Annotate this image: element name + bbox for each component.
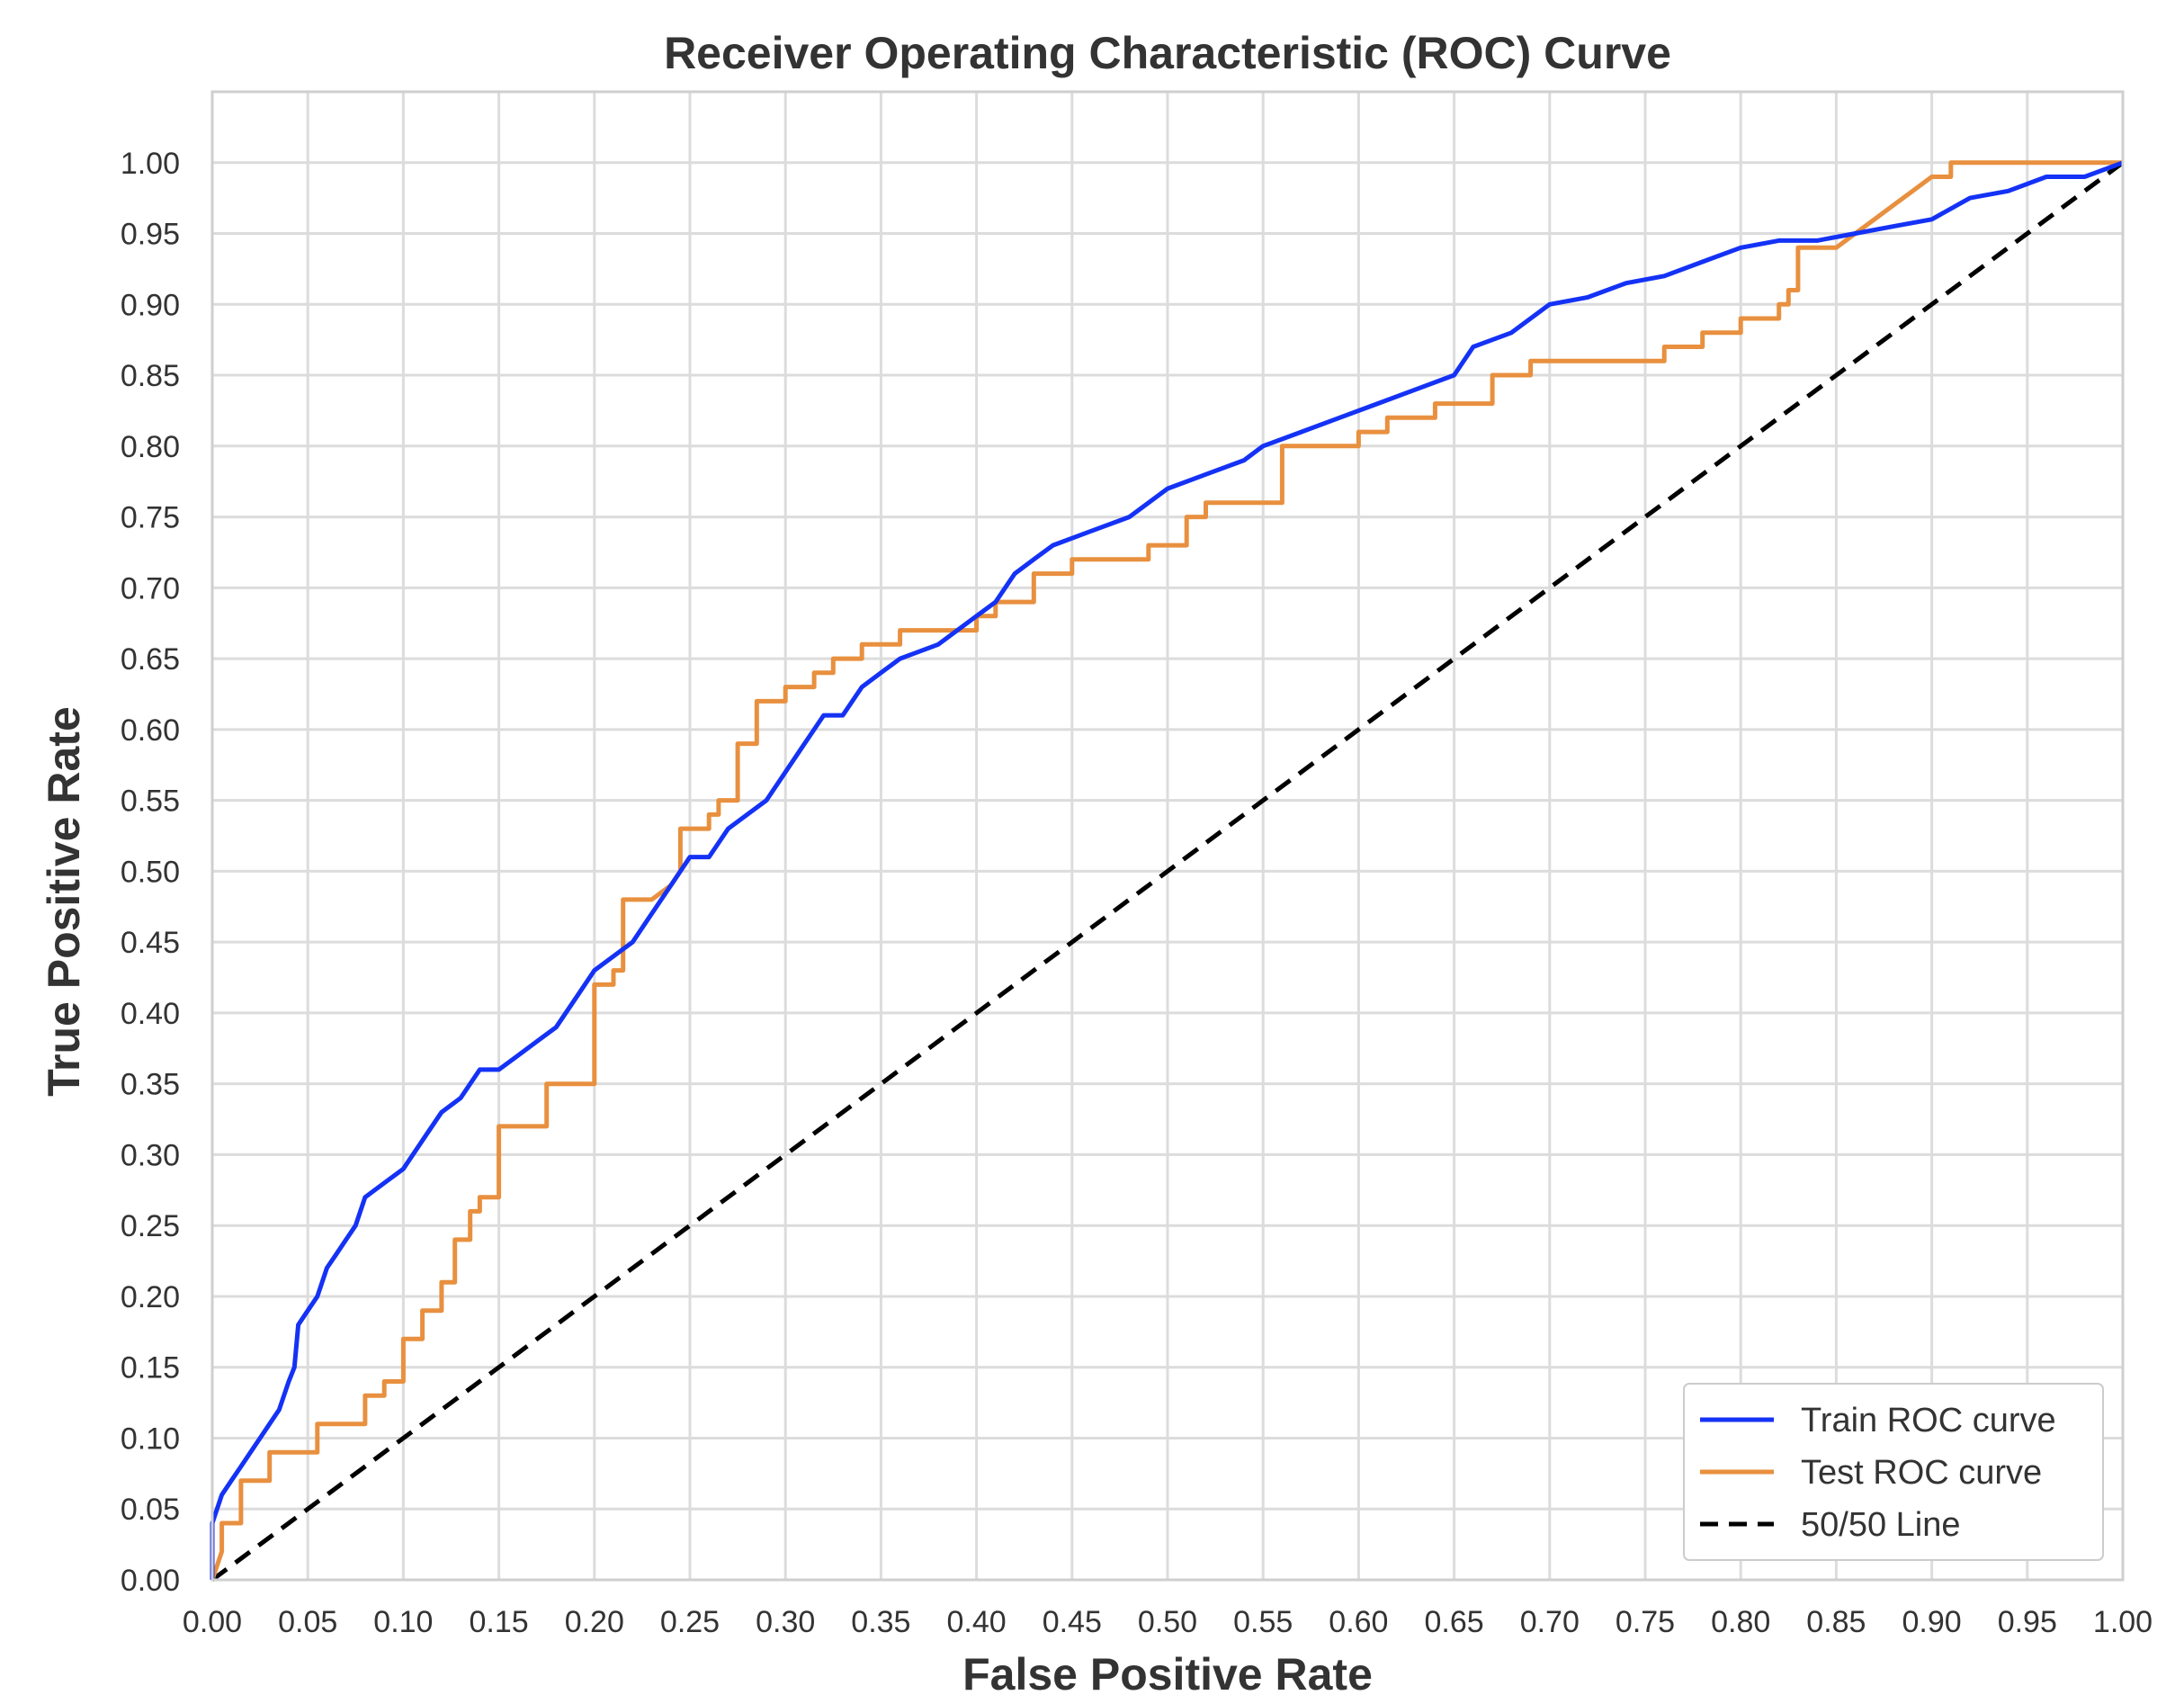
series-line-50-50-line: [210, 160, 2125, 1583]
y-tick-label: 0.00: [121, 1564, 180, 1598]
y-axis-tick-labels: 0.00 0.05 0.10 0.15 0.20 0.25 0.30 0.35 0.40 0.45…: [121, 147, 180, 1598]
plot-frame: [210, 90, 2125, 1582]
legend: Train ROC curve Test ROC curve 50/50 Line: [1683, 1383, 2104, 1561]
x-tick-label: 0.40: [947, 1605, 1007, 1639]
x-axis-label: False Positive Rate: [962, 1649, 1373, 1700]
y-tick-label: 0.85: [121, 359, 180, 393]
y-tick-label: 0.60: [121, 713, 180, 748]
legend-label: Train ROC curve: [1801, 1402, 2056, 1439]
y-tick-label: 0.50: [121, 855, 180, 889]
plot-area: [210, 90, 2125, 1583]
y-tick-label: 0.55: [121, 785, 180, 819]
x-tick-label: 0.50: [1138, 1605, 1197, 1639]
x-tick-label: 0.65: [1425, 1605, 1484, 1639]
chart-title: Receiver Operating Characteristic (ROC) …: [664, 28, 1671, 78]
gridlines: [210, 92, 2125, 1582]
y-tick-label: 0.05: [121, 1493, 180, 1527]
x-tick-label: 0.25: [660, 1605, 720, 1639]
y-tick-label: 0.45: [121, 926, 180, 960]
x-tick-label: 0.15: [470, 1605, 529, 1639]
legend-label: Test ROC curve: [1801, 1454, 2042, 1492]
x-tick-label: 0.70: [1520, 1605, 1580, 1639]
y-tick-label: 0.25: [121, 1209, 180, 1243]
legend-box: [1683, 1383, 2104, 1561]
x-tick-label: 0.45: [1043, 1605, 1102, 1639]
y-tick-label: 0.15: [121, 1351, 180, 1386]
x-tick-label: 0.35: [851, 1605, 910, 1639]
x-tick-label: 0.55: [1233, 1605, 1293, 1639]
y-tick-label: 0.35: [121, 1068, 180, 1102]
y-tick-label: 0.30: [121, 1138, 180, 1172]
x-tick-label: 1.00: [2093, 1605, 2153, 1639]
x-tick-label: 0.60: [1329, 1605, 1388, 1639]
y-axis-label: True Positive Rate: [39, 706, 89, 1097]
y-tick-label: 0.80: [121, 430, 180, 464]
y-tick-label: 0.40: [121, 997, 180, 1031]
x-tick-label: 0.75: [1616, 1605, 1675, 1639]
x-tick-label: 0.20: [565, 1605, 624, 1639]
y-tick-label: 0.95: [121, 218, 180, 252]
y-tick-label: 0.10: [121, 1421, 180, 1456]
y-tick-label: 0.90: [121, 288, 180, 322]
series-line-train-roc-curve: [210, 160, 2124, 1580]
series-line-test-roc-curve: [210, 160, 2123, 1581]
x-tick-label: 0.10: [373, 1605, 433, 1639]
x-tick-label: 0.00: [183, 1605, 242, 1639]
y-tick-label: 0.20: [121, 1280, 180, 1314]
x-axis-tick-labels: 0.00 0.05 0.10 0.15 0.20 0.25 0.30 0.35 0.40 0.45…: [183, 1605, 2153, 1639]
series-layer: [210, 160, 2125, 1583]
x-tick-label: 0.80: [1711, 1605, 1770, 1639]
legend-label: 50/50 Line: [1801, 1506, 1961, 1544]
y-tick-label: 1.00: [121, 147, 180, 181]
y-tick-label: 0.75: [121, 501, 180, 535]
x-tick-label: 0.90: [1902, 1605, 1962, 1639]
y-tick-label: 0.70: [121, 571, 180, 605]
y-tick-label: 0.65: [121, 642, 180, 677]
x-tick-label: 0.95: [1998, 1605, 2057, 1639]
x-tick-label: 0.30: [756, 1605, 815, 1639]
x-tick-label: 0.05: [278, 1605, 337, 1639]
x-tick-label: 0.85: [1806, 1605, 1866, 1639]
